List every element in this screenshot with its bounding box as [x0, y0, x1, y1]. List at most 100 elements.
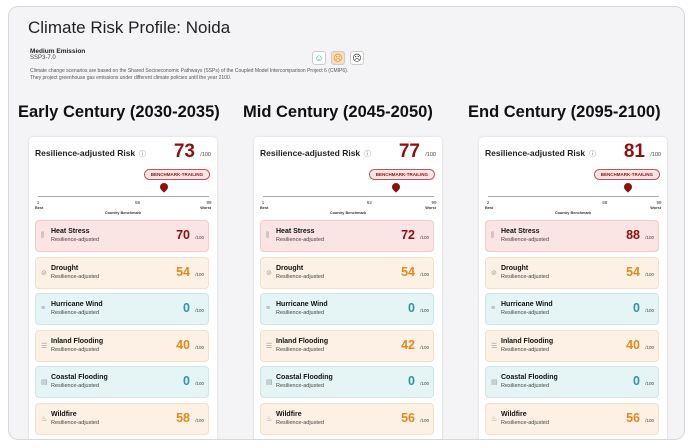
best-label: Best [260, 206, 269, 210]
benchmark-badge: BENCHMARK-TRAILING [368, 169, 435, 180]
info-icon[interactable]: ⓘ [364, 151, 372, 158]
period-heading: Early Century (2030-2035) [18, 103, 220, 121]
thermometer-icon: ⫼ [41, 232, 45, 239]
hazard-max: /100 [645, 308, 654, 314]
hazard-row[interactable]: ☰ Inland Flooding Resilience-adjusted 42… [260, 329, 434, 362]
hazard-row[interactable]: ⊘ Drought Resilience-adjusted 54 /100 [260, 256, 434, 289]
benchmark-label: Country Benchmark [104, 211, 142, 215]
hazard-subtitle: Resilience-adjusted [276, 383, 324, 390]
hazard-name: Hurricane Wind [501, 301, 553, 309]
hazard-max: /100 [420, 235, 429, 240]
hazard-name: Inland Flooding [51, 337, 104, 345]
flame-icon: ♨ [41, 416, 48, 423]
hazard-name: Coastal Flooding [501, 374, 558, 382]
smile-icon: ☺ [314, 53, 324, 63]
hazard-name: Hurricane Wind [276, 301, 328, 309]
wind-icon: ≡ [266, 305, 271, 313]
hazard-name: Wildfire [501, 411, 527, 418]
hazard-row[interactable]: ⊘ Drought Resilience-adjusted 54 /100 [485, 256, 659, 289]
score-max: /100 [425, 152, 436, 158]
hazard-max: /100 [195, 381, 204, 387]
hazard-row[interactable]: ♨ Wildfire Resilience-adjusted 58 /100 [35, 403, 209, 435]
frown-icon: ☹ [352, 53, 362, 63]
hazard-row[interactable]: ≡ Hurricane Wind Resilience-adjusted 0 /… [35, 293, 209, 326]
period-column: Mid Century (2045-2050) Resilience-adjus… [243, 103, 443, 439]
hazard-subtitle: Resilience-adjusted [501, 310, 549, 317]
medium-emission-button[interactable]: ☹ [331, 51, 345, 65]
hazard-name: Heat Stress [276, 228, 315, 235]
hazard-subtitle: Resilience-adjusted [501, 237, 549, 243]
best-label: Best [485, 206, 494, 210]
hazard-subtitle: Resilience-adjusted [276, 273, 324, 280]
hazard-max: /100 [195, 418, 204, 423]
period-heading: End Century (2095-2100) [468, 103, 661, 121]
scale-benchmark: 62 [366, 200, 372, 205]
hazard-score: 58 [176, 411, 190, 425]
risk-label: Resilience-adjusted Risk [260, 148, 361, 158]
hazard-row[interactable]: ≡ Hurricane Wind Resilience-adjusted 0 /… [485, 293, 659, 326]
scale-benchmark: 58 [134, 200, 140, 205]
hazard-row[interactable]: ⫼ Heat Stress Resilience-adjusted 88 /10… [485, 220, 659, 252]
location-pin-icon [157, 181, 170, 193]
hazard-subtitle: Resilience-adjusted [51, 346, 99, 353]
hazard-subtitle: Resilience-adjusted [276, 237, 324, 243]
scale-max: 99 [431, 200, 437, 205]
waves-icon: ☰ [41, 342, 48, 350]
risk-card: Resilience-adjusted Risk ⓘ 77 /100 BENCHM… [254, 137, 442, 439]
overall-score: 77 [398, 141, 420, 162]
hazard-row[interactable]: ♨ Wildfire Resilience-adjusted 56 /100 [260, 403, 434, 435]
hazard-score: 70 [176, 228, 190, 242]
hazard-row[interactable]: ▤ Coastal Flooding Resilience-adjusted 0… [35, 366, 209, 399]
waves-icon: ☰ [491, 342, 498, 350]
hazard-row[interactable]: ♨ Wildfire Resilience-adjusted 56 /100 [485, 403, 659, 435]
benchmark-label: Country Benchmark [554, 211, 592, 215]
hazard-max: /100 [420, 344, 429, 350]
scenario-info: Medium Emission SSP3-7.0 [30, 48, 85, 61]
scale-min: 2 [486, 200, 490, 205]
hazard-max: /100 [420, 308, 429, 314]
hazard-max: /100 [195, 271, 204, 277]
benchmark-badge: BENCHMARK-TRAILING [143, 169, 210, 180]
hazard-score: 88 [626, 228, 640, 242]
hazard-score: 0 [633, 301, 640, 316]
benchmark-label: Country Benchmark [329, 211, 367, 215]
hazard-row[interactable]: ▤ Coastal Flooding Resilience-adjusted 0… [260, 366, 434, 399]
hazard-row[interactable]: ≡ Hurricane Wind Resilience-adjusted 0 /… [260, 293, 434, 326]
wind-icon: ≡ [491, 305, 496, 313]
hazard-score: 40 [626, 337, 640, 352]
hazard-subtitle: Resilience-adjusted [51, 237, 99, 243]
hazard-name: Hurricane Wind [51, 301, 103, 309]
hazard-score: 0 [183, 374, 190, 389]
hazard-row[interactable]: ⫼ Heat Stress Resilience-adjusted 72 /10… [260, 220, 434, 252]
worst-label: Worst [650, 206, 661, 210]
period-column: Early Century (2030-2035) Resilience-adj… [18, 103, 220, 439]
neutral-face-icon: ☹ [333, 53, 343, 63]
hazard-row[interactable]: ☰ Inland Flooding Resilience-adjusted 40… [485, 329, 659, 362]
hazard-score: 54 [626, 264, 640, 279]
hazard-row[interactable]: ⊘ Drought Resilience-adjusted 54 /100 [35, 256, 209, 289]
info-icon[interactable]: ⓘ [139, 151, 147, 158]
hazard-score: 42 [401, 337, 415, 352]
scale-max: 99 [656, 200, 662, 205]
high-emission-button[interactable]: ☹ [350, 51, 364, 65]
worst-label: Worst [200, 206, 211, 210]
hazard-row[interactable]: ☰ Inland Flooding Resilience-adjusted 40… [35, 329, 209, 362]
hazard-max: /100 [645, 344, 654, 350]
coastal-icon: ▤ [41, 379, 48, 387]
leaf-icon: ⊘ [41, 269, 47, 277]
hazard-name: Drought [501, 264, 529, 272]
hazard-name: Coastal Flooding [276, 374, 333, 382]
hazard-subtitle: Resilience-adjusted [501, 420, 549, 426]
hazard-max: /100 [645, 235, 654, 240]
hazard-name: Coastal Flooding [51, 374, 108, 382]
benchmark-scale [488, 196, 659, 197]
risk-card: Resilience-adjusted Risk ⓘ 73 /100 BENCHM… [29, 137, 217, 439]
report-frame: Climate Risk Profile: Noida Medium Emiss… [8, 6, 685, 440]
page-title: Climate Risk Profile: Noida [28, 18, 231, 37]
low-emission-button[interactable]: ☺ [312, 51, 326, 65]
info-icon[interactable]: ⓘ [589, 151, 597, 158]
score-max: /100 [650, 152, 661, 158]
hazard-name: Inland Flooding [276, 337, 329, 345]
hazard-row[interactable]: ⫼ Heat Stress Resilience-adjusted 70 /10… [35, 220, 209, 252]
hazard-row[interactable]: ▤ Coastal Flooding Resilience-adjusted 0… [485, 366, 659, 399]
